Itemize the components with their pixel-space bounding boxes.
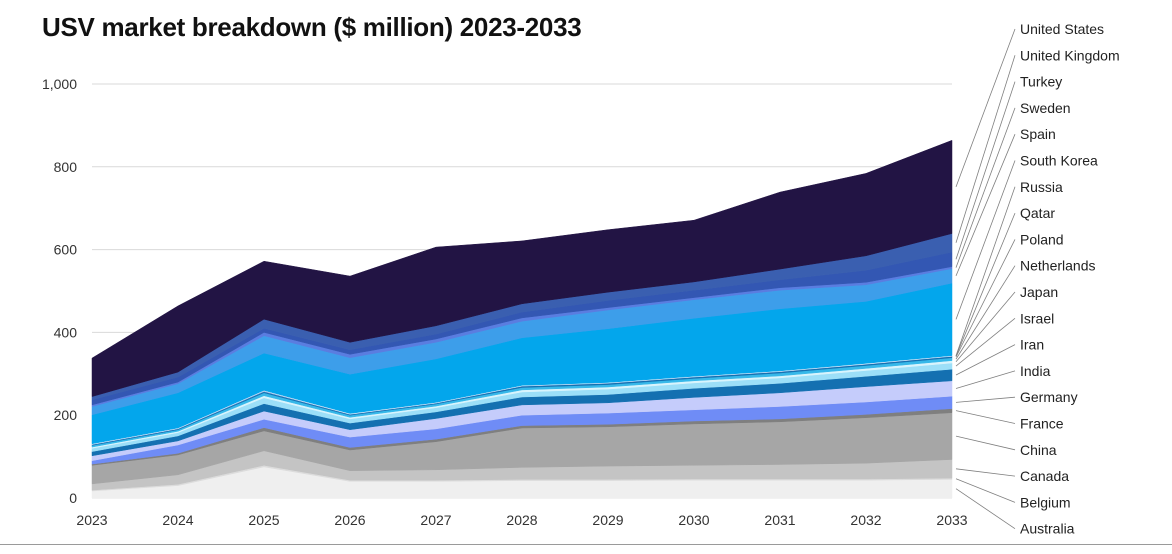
leader-line-belgium (955, 478, 1016, 503)
legend-label-united-states: United States (1020, 21, 1104, 37)
legend-label-united-kingdom: United Kingdom (1020, 47, 1120, 63)
legend-label-netherlands: Netherlands (1020, 258, 1096, 274)
x-tick-label: 2033 (936, 512, 967, 528)
y-tick-label: 400 (54, 324, 78, 340)
leader-line-germany (955, 396, 1016, 403)
legend-label-russia: Russia (1020, 179, 1063, 195)
x-tick-label: 2030 (678, 512, 709, 528)
legend-label-israel: Israel (1020, 310, 1054, 326)
leader-line-japan (955, 291, 1016, 363)
legend-label-turkey: Turkey (1020, 74, 1062, 90)
leader-line-united-states (955, 28, 1016, 188)
x-tick-label: 2027 (420, 512, 451, 528)
x-tick-label: 2028 (506, 512, 537, 528)
x-tick-label: 2026 (334, 512, 365, 528)
legend: United States United Kingdom Turkey Sweden S… (1020, 21, 1120, 537)
leader-line-iran (955, 344, 1016, 376)
leader-line-spain (955, 134, 1016, 277)
leader-line-poland (955, 239, 1016, 358)
leader-line-india (955, 370, 1016, 389)
leader-line-australia (955, 488, 1016, 530)
legend-label-sweden: Sweden (1020, 100, 1071, 116)
legend-label-china: China (1020, 442, 1057, 458)
x-tick-label: 2023 (76, 512, 107, 528)
legend-label-japan: Japan (1020, 284, 1058, 300)
legend-label-germany: Germany (1020, 389, 1078, 405)
y-tick-label: 1,000 (42, 76, 77, 92)
y-tick-label: 200 (54, 407, 78, 423)
y-axis-tick-labels: 0 200 400 600 800 1,000 (42, 76, 77, 506)
y-tick-label: 800 (54, 159, 78, 175)
x-tick-label: 2031 (764, 512, 795, 528)
area-united-states (91, 139, 953, 397)
legend-label-canada: Canada (1020, 468, 1069, 484)
legend-label-australia: Australia (1020, 521, 1075, 537)
legend-label-india: India (1020, 363, 1051, 379)
legend-label-spain: Spain (1020, 126, 1056, 142)
leader-line-netherlands (955, 265, 1016, 360)
x-axis-tick-labels: 2023 2024 2025 2026 2027 2028 2029 2030 2031 2032… (76, 512, 967, 528)
chart-title: USV market breakdown ($ million) 2023-20… (42, 12, 582, 42)
y-tick-label: 600 (54, 242, 78, 258)
leader-line-sweden (955, 107, 1016, 268)
leader-line-france (955, 410, 1016, 424)
leader-line-china (955, 435, 1016, 451)
legend-label-iran: Iran (1020, 337, 1044, 353)
y-tick-label: 0 (69, 490, 77, 506)
x-tick-label: 2029 (592, 512, 623, 528)
leader-line-united-kingdom (955, 55, 1016, 243)
legend-label-qatar: Qatar (1020, 205, 1055, 221)
leader-line-russia (955, 186, 1016, 356)
leader-line-turkey (955, 81, 1016, 260)
x-tick-label: 2025 (248, 512, 279, 528)
legend-label-poland: Poland (1020, 231, 1064, 247)
leader-line-canada (955, 468, 1016, 477)
leader-line-qatar (955, 212, 1016, 357)
legend-label-belgium: Belgium (1020, 494, 1071, 510)
legend-label-south-korea: South Korea (1020, 153, 1098, 169)
legend-label-france: France (1020, 416, 1064, 432)
legend-leader-lines (955, 28, 1016, 530)
x-tick-label: 2024 (162, 512, 193, 528)
x-tick-label: 2032 (850, 512, 881, 528)
leader-line-south-korea (955, 160, 1016, 320)
leader-line-israel (955, 317, 1016, 367)
bottom-divider (0, 544, 1172, 545)
area-series (91, 139, 953, 499)
